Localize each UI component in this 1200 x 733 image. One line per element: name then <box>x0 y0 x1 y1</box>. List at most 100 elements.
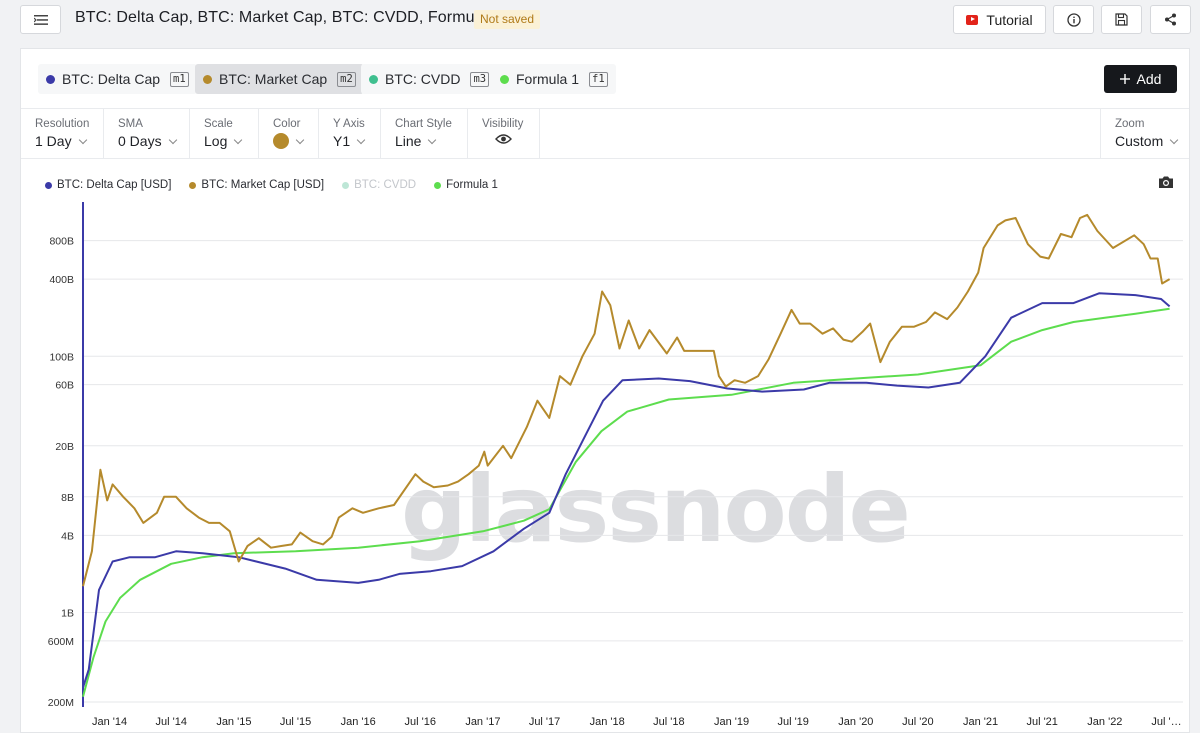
control-label: Resolution <box>35 118 90 130</box>
chart-style-dropdown[interactable]: Chart Style Line <box>381 109 468 159</box>
control-label: Chart Style <box>395 118 452 130</box>
metric-tag: m2 <box>337 71 356 87</box>
metric-chip-formula-1[interactable]: Formula 1 f1 <box>492 64 616 94</box>
add-label: Add <box>1136 71 1162 87</box>
x-tick-label: Jan '15 <box>216 716 251 728</box>
x-tick-label: Jan '16 <box>341 716 376 728</box>
x-tick-label: Jan '14 <box>92 716 127 728</box>
metric-chip-cvdd[interactable]: BTC: CVDD m3 <box>361 64 498 94</box>
y-tick-label: 20B <box>55 441 74 453</box>
tutorial-label: Tutorial <box>986 11 1033 28</box>
x-tick-label: Jan '17 <box>465 716 500 728</box>
control-value: Line <box>395 133 422 149</box>
share-button[interactable] <box>1150 5 1191 34</box>
x-tick-label: Jan '21 <box>963 716 998 728</box>
x-tick-label: Jan '22 <box>1087 716 1122 728</box>
x-tick-label: Jul '… <box>1151 716 1181 728</box>
menu-icon <box>33 14 48 25</box>
y-tick-label: 600M <box>48 636 74 648</box>
chevron-down-icon <box>234 135 243 144</box>
info-icon <box>1066 12 1081 27</box>
y-tick-label: 200M <box>48 697 74 709</box>
control-value: Custom <box>1115 133 1164 149</box>
legend-color-dot <box>45 181 52 189</box>
legend-label: BTC: Delta Cap [USD] <box>57 179 172 191</box>
control-label: Zoom <box>1115 118 1145 130</box>
legend-label: Formula 1 <box>446 179 498 191</box>
x-tick-label: Jul '20 <box>902 716 933 728</box>
control-value: 0 Days <box>118 133 162 149</box>
metric-chip-market-cap[interactable]: BTC: Market Cap m2 <box>195 64 364 94</box>
legend-item-delta-cap[interactable]: BTC: Delta Cap [USD] <box>45 177 171 193</box>
control-value: Y1 <box>333 133 351 149</box>
chevron-down-icon <box>78 135 87 144</box>
control-value: 1 Day <box>35 133 72 149</box>
scale-dropdown[interactable]: Scale Log <box>190 109 259 159</box>
camera-icon[interactable] <box>1158 175 1174 189</box>
page-title: BTC: Delta Cap, BTC: Market Cap, BTC: CV… <box>75 9 501 26</box>
series-color-dot <box>46 74 55 84</box>
legend-color-dot <box>342 181 350 189</box>
y-tick-label: 1B <box>61 607 74 619</box>
legend-label: BTC: CVDD <box>354 179 417 191</box>
line-chart[interactable]: 200M 600M 1B 4B 8B 20B 60B 100B 400B 800B Jan '14 J… <box>21 202 1189 733</box>
share-icon <box>1165 13 1176 26</box>
x-tick-label: Jul '17 <box>529 716 560 728</box>
add-metric-button[interactable]: Add <box>1104 65 1177 93</box>
chart-area[interactable]: glassnode 200M 600M 1B 4B 8B 20B 60B 100B 400B 80… <box>21 202 1189 733</box>
y-tick-label: 60B <box>55 380 74 392</box>
floppy-disk-icon <box>1115 13 1128 26</box>
control-label: SMA <box>118 118 143 130</box>
chevron-down-icon <box>428 135 437 144</box>
metric-tag: m1 <box>170 71 189 87</box>
metric-label: Formula 1 <box>516 71 580 87</box>
legend-color-dot <box>434 181 442 189</box>
plus-icon <box>1119 74 1130 84</box>
sma-dropdown[interactable]: SMA 0 Days <box>104 109 190 159</box>
color-picker[interactable]: Color <box>259 109 319 159</box>
chevron-down-icon <box>168 135 177 144</box>
tutorial-button[interactable]: Tutorial <box>953 5 1046 34</box>
legend-item-market-cap[interactable]: BTC: Market Cap [USD] <box>189 177 324 193</box>
watermark: glassnode <box>401 456 911 563</box>
y-tick-label: 8B <box>61 492 74 504</box>
metric-label: BTC: Market Cap <box>219 71 328 87</box>
metric-label: BTC: CVDD <box>385 71 461 87</box>
chart-legend: BTC: Delta Cap [USD] BTC: Market Cap [US… <box>45 177 498 193</box>
save-button[interactable] <box>1101 5 1142 34</box>
series-line <box>82 292 1171 688</box>
legend-label: BTC: Market Cap [USD] <box>201 179 325 191</box>
chart-panel: BTC: Delta Cap m1 BTC: Market Cap m2 BTC… <box>20 48 1190 733</box>
eye-icon <box>495 134 512 144</box>
zoom-dropdown[interactable]: Zoom Custom <box>1100 109 1189 159</box>
metric-chip-delta-cap[interactable]: BTC: Delta Cap m1 <box>38 64 197 94</box>
series-line <box>82 307 1170 697</box>
legend-item-cvdd[interactable]: BTC: CVDD <box>342 177 416 193</box>
legend-item-formula-1[interactable]: Formula 1 <box>434 177 498 193</box>
control-label: Visibility <box>482 118 524 130</box>
chevron-down-icon <box>356 135 366 144</box>
metric-tag: f1 <box>589 71 608 87</box>
youtube-icon <box>966 14 979 25</box>
control-label: Color <box>273 118 301 130</box>
x-tick-label: Jul '15 <box>280 716 311 728</box>
resolution-dropdown[interactable]: Resolution 1 Day <box>21 109 104 159</box>
x-tick-label: Jan '18 <box>590 716 625 728</box>
control-label: Y Axis <box>333 118 365 130</box>
legend-color-dot <box>189 181 197 189</box>
visibility-toggle[interactable]: Visibility <box>468 109 540 159</box>
info-button[interactable] <box>1053 5 1094 34</box>
y-tick-label: 400B <box>49 274 74 286</box>
y-axis-dropdown[interactable]: Y Axis Y1 <box>319 109 381 159</box>
sidebar-toggle-button[interactable] <box>20 5 61 34</box>
chevron-down-icon <box>1169 135 1179 144</box>
metric-label: BTC: Delta Cap <box>62 71 161 87</box>
chevron-down-icon <box>295 135 305 144</box>
series-color-dot <box>500 74 509 84</box>
control-label: Scale <box>204 118 233 130</box>
series-color-dot <box>203 74 212 84</box>
x-tick-label: Jul '14 <box>155 716 186 728</box>
x-tick-label: Jul '19 <box>777 716 808 728</box>
series-line <box>82 213 1171 587</box>
metrics-bar: BTC: Delta Cap m1 BTC: Market Cap m2 BTC… <box>21 49 1189 109</box>
